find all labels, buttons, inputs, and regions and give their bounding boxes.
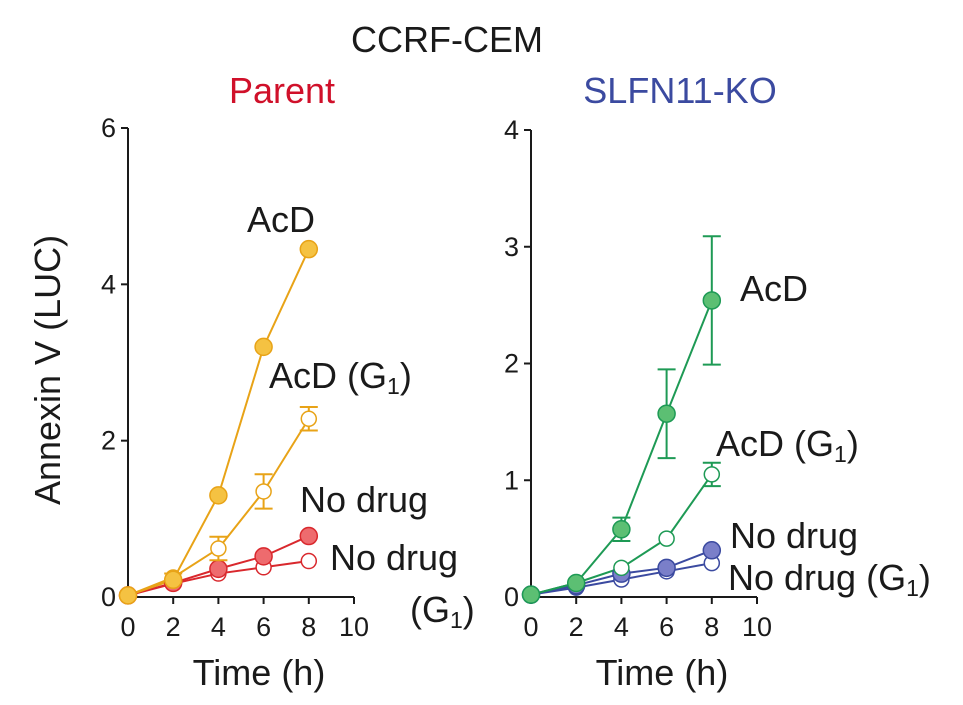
series-label-subscript: 1 [387,373,400,399]
panel-title: Parent [229,70,335,111]
data-point [613,559,630,577]
series-label: No drug [330,537,458,578]
x-tick-label: 10 [339,612,369,642]
x-tick-label: 0 [120,612,135,642]
y-tick-label: 0 [504,582,519,612]
x-tick-label: 0 [523,612,538,642]
series-label: AcD (G1) [716,423,859,467]
data-point [209,559,228,579]
series-label: AcD [247,199,315,240]
data-point [299,526,319,546]
y-tick-label: 4 [101,269,116,299]
data-point [299,239,319,259]
series-label-subscript: 1 [450,607,463,633]
data-point [703,466,721,483]
x-tick-label: 6 [256,612,271,642]
series-label: No drug [300,479,428,520]
series-label-part: No drug (G [728,557,906,598]
x-tick-label: 8 [704,612,719,642]
series-label-part: ) [463,589,475,630]
data-point [254,547,273,566]
y-tick-label: 3 [504,232,519,262]
data-point [118,586,138,605]
data-point [566,573,586,593]
y-tick-label: 2 [101,426,116,456]
series-label-part: (G [410,589,450,630]
y-tick-label: 0 [101,582,116,612]
x-tick-label: 8 [301,612,316,642]
data-point [657,404,676,423]
data-point [300,552,318,570]
data-point [612,520,631,539]
y-tick-label: 4 [504,115,519,145]
data-point [658,530,675,547]
data-point [521,585,541,604]
series-label-part: ) [847,423,859,464]
data-point [702,291,722,310]
data-point [254,337,273,357]
data-point [210,540,227,557]
series-line [530,300,713,596]
x-tick-label: 4 [211,612,226,642]
series-label: (G1) [410,589,475,633]
data-point [657,558,676,578]
series-label-part: ) [400,355,412,396]
series-label-part: AcD (G [716,423,834,464]
data-point [702,541,722,560]
series-label: No drug (G1) [728,557,931,601]
series-label: AcD (G1) [269,355,412,399]
y-tick-label: 2 [504,349,519,379]
data-point [209,486,228,505]
series-label-subscript: 1 [906,575,919,601]
data-point [163,570,183,590]
x-tick-label: 10 [742,612,772,642]
x-axis-label: Time (h) [193,652,326,693]
series-label-part: ) [919,557,931,598]
data-point [255,483,272,500]
panel-title: SLFN11-KO [583,70,776,111]
series-label: AcD [740,268,808,309]
x-tick-label: 2 [569,612,584,642]
figure-title: CCRF-CEM [351,19,543,60]
x-axis-label: Time (h) [596,652,729,693]
y-tick-label: 6 [101,113,116,143]
series-label-subscript: 1 [834,441,847,467]
y-tick-label: 1 [504,465,519,495]
series-label-part: AcD (G [269,355,387,396]
x-tick-label: 4 [614,612,629,642]
data-point [300,410,318,428]
series-label: No drug [730,515,858,556]
y-axis-label: Annexin V (LUC) [27,235,68,505]
x-tick-label: 2 [166,612,181,642]
x-tick-label: 6 [659,612,674,642]
